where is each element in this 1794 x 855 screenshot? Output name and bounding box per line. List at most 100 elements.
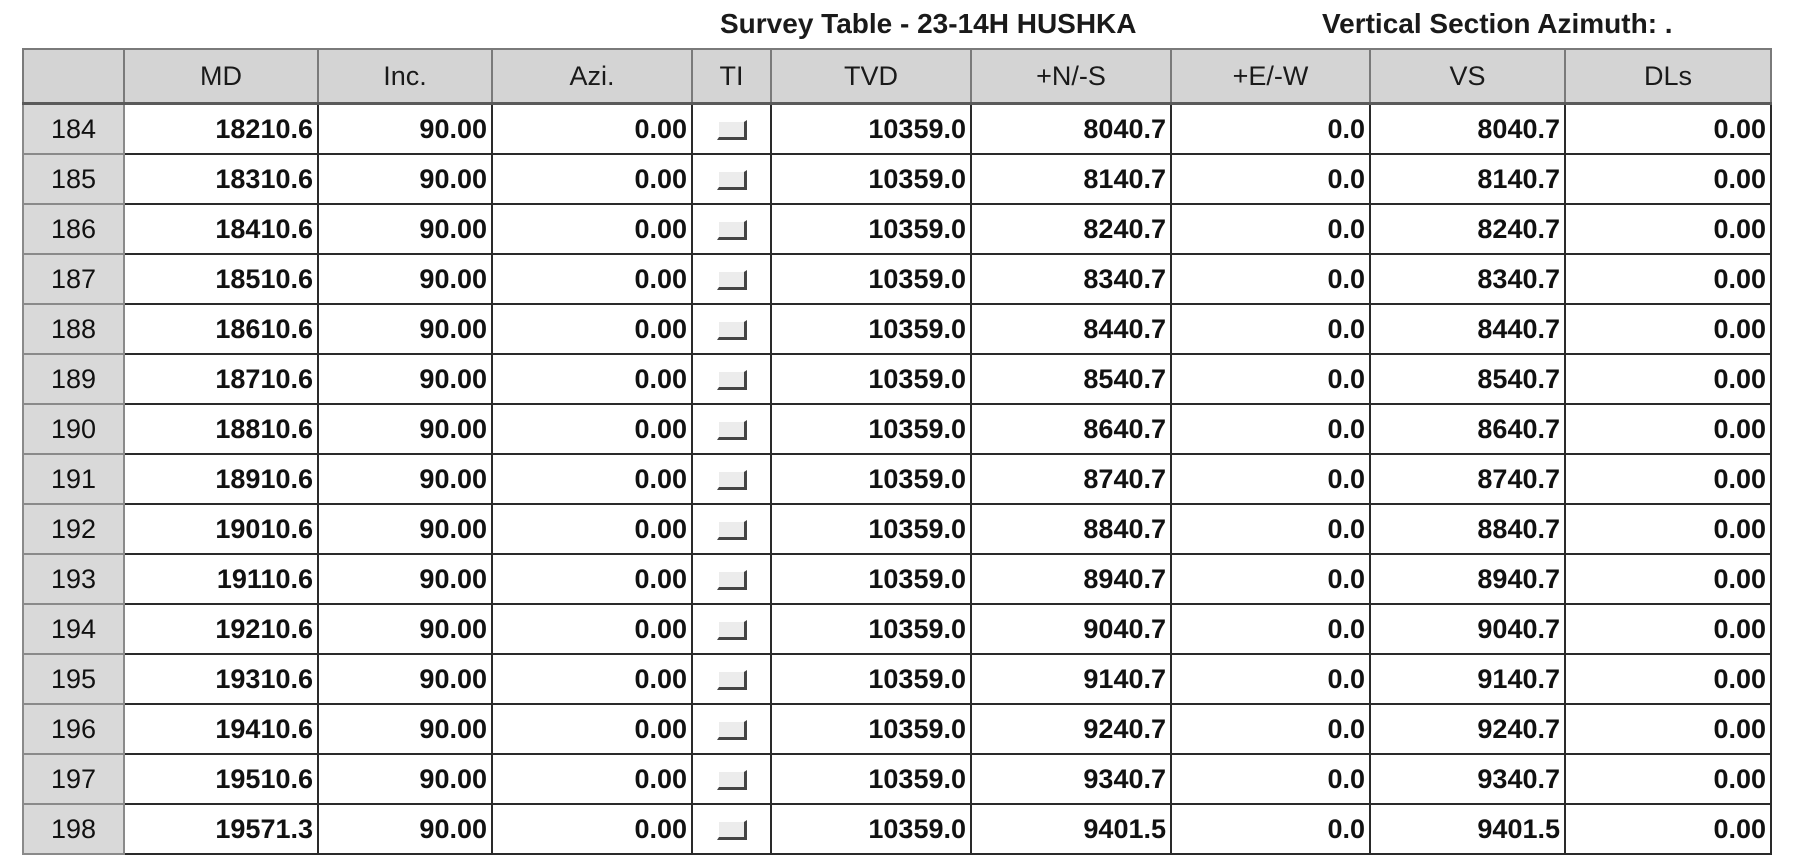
vs-cell[interactable]: 8840.7 — [1369, 503, 1566, 555]
ew-cell[interactable]: 0.0 — [1170, 553, 1371, 605]
ns-cell[interactable]: 9240.7 — [970, 703, 1172, 755]
azi-cell[interactable]: 0.00 — [491, 553, 693, 605]
ti-checkbox-icon[interactable] — [716, 620, 747, 641]
ns-cell[interactable]: 8040.7 — [970, 103, 1172, 155]
md-cell[interactable]: 18210.6 — [123, 103, 319, 155]
table-row[interactable]: 197 19510.6 90.00 0.00 10359.0 9340.7 0.0 9340.… — [22, 753, 1772, 805]
ew-cell[interactable]: 0.0 — [1170, 403, 1371, 455]
ew-cell[interactable]: 0.0 — [1170, 103, 1371, 155]
dls-cell[interactable]: 0.00 — [1564, 253, 1772, 305]
row-number-cell[interactable]: 194 — [22, 603, 125, 655]
ti-cell[interactable] — [691, 603, 772, 655]
column-header-md[interactable]: MD — [123, 48, 319, 105]
inc-cell[interactable]: 90.00 — [317, 603, 493, 655]
ti-checkbox-icon[interactable] — [716, 320, 747, 341]
inc-cell[interactable]: 90.00 — [317, 153, 493, 205]
table-row[interactable]: 193 19110.6 90.00 0.00 10359.0 8940.7 0.0 8940.… — [22, 553, 1772, 605]
vs-cell[interactable]: 8740.7 — [1369, 453, 1566, 505]
row-number-cell[interactable]: 190 — [22, 403, 125, 455]
inc-cell[interactable]: 90.00 — [317, 403, 493, 455]
ti-cell[interactable] — [691, 253, 772, 305]
ti-cell[interactable] — [691, 453, 772, 505]
ew-cell[interactable]: 0.0 — [1170, 503, 1371, 555]
ti-cell[interactable] — [691, 303, 772, 355]
row-number-cell[interactable]: 189 — [22, 353, 125, 405]
vs-cell[interactable]: 8040.7 — [1369, 103, 1566, 155]
column-header-inc[interactable]: Inc. — [317, 48, 493, 105]
md-cell[interactable]: 18510.6 — [123, 253, 319, 305]
row-number-cell[interactable]: 197 — [22, 753, 125, 805]
tvd-cell[interactable]: 10359.0 — [770, 403, 972, 455]
md-cell[interactable]: 19310.6 — [123, 653, 319, 705]
dls-cell[interactable]: 0.00 — [1564, 203, 1772, 255]
ew-cell[interactable]: 0.0 — [1170, 653, 1371, 705]
vs-cell[interactable]: 9340.7 — [1369, 753, 1566, 805]
dls-cell[interactable]: 0.00 — [1564, 403, 1772, 455]
dls-cell[interactable]: 0.00 — [1564, 703, 1772, 755]
ti-checkbox-icon[interactable] — [716, 170, 747, 191]
vs-cell[interactable]: 8440.7 — [1369, 303, 1566, 355]
ew-cell[interactable]: 0.0 — [1170, 603, 1371, 655]
table-row[interactable]: 187 18510.6 90.00 0.00 10359.0 8340.7 0.0 8340.… — [22, 253, 1772, 305]
table-row[interactable]: 190 18810.6 90.00 0.00 10359.0 8640.7 0.0 8640.… — [22, 403, 1772, 455]
column-header-dls[interactable]: DLs — [1564, 48, 1772, 105]
azi-cell[interactable]: 0.00 — [491, 703, 693, 755]
inc-cell[interactable]: 90.00 — [317, 203, 493, 255]
md-cell[interactable]: 19510.6 — [123, 753, 319, 805]
tvd-cell[interactable]: 10359.0 — [770, 553, 972, 605]
dls-cell[interactable]: 0.00 — [1564, 303, 1772, 355]
ti-checkbox-icon[interactable] — [716, 420, 747, 441]
dls-cell[interactable]: 0.00 — [1564, 353, 1772, 405]
ns-cell[interactable]: 9040.7 — [970, 603, 1172, 655]
ti-cell[interactable] — [691, 403, 772, 455]
inc-cell[interactable]: 90.00 — [317, 803, 493, 855]
vs-cell[interactable]: 9140.7 — [1369, 653, 1566, 705]
azi-cell[interactable]: 0.00 — [491, 253, 693, 305]
md-cell[interactable]: 18310.6 — [123, 153, 319, 205]
ti-checkbox-icon[interactable] — [716, 520, 747, 541]
tvd-cell[interactable]: 10359.0 — [770, 803, 972, 855]
azi-cell[interactable]: 0.00 — [491, 453, 693, 505]
azi-cell[interactable]: 0.00 — [491, 203, 693, 255]
inc-cell[interactable]: 90.00 — [317, 453, 493, 505]
inc-cell[interactable]: 90.00 — [317, 253, 493, 305]
ew-cell[interactable]: 0.0 — [1170, 353, 1371, 405]
dls-cell[interactable]: 0.00 — [1564, 803, 1772, 855]
ew-cell[interactable]: 0.0 — [1170, 803, 1371, 855]
azi-cell[interactable]: 0.00 — [491, 353, 693, 405]
row-number-cell[interactable]: 196 — [22, 703, 125, 755]
ns-cell[interactable]: 8340.7 — [970, 253, 1172, 305]
ti-cell[interactable] — [691, 103, 772, 155]
ti-checkbox-icon[interactable] — [716, 220, 747, 241]
tvd-cell[interactable]: 10359.0 — [770, 753, 972, 805]
column-header-ew[interactable]: +E/-W — [1170, 48, 1371, 105]
md-cell[interactable]: 18910.6 — [123, 453, 319, 505]
vs-cell[interactable]: 8540.7 — [1369, 353, 1566, 405]
md-cell[interactable]: 19110.6 — [123, 553, 319, 605]
azi-cell[interactable]: 0.00 — [491, 653, 693, 705]
table-row[interactable]: 186 18410.6 90.00 0.00 10359.0 8240.7 0.0 8240.… — [22, 203, 1772, 255]
dls-cell[interactable]: 0.00 — [1564, 453, 1772, 505]
ew-cell[interactable]: 0.0 — [1170, 153, 1371, 205]
tvd-cell[interactable]: 10359.0 — [770, 653, 972, 705]
vs-cell[interactable]: 8240.7 — [1369, 203, 1566, 255]
tvd-cell[interactable]: 10359.0 — [770, 203, 972, 255]
azi-cell[interactable]: 0.00 — [491, 103, 693, 155]
vs-cell[interactable]: 8140.7 — [1369, 153, 1566, 205]
md-cell[interactable]: 19571.3 — [123, 803, 319, 855]
dls-cell[interactable]: 0.00 — [1564, 753, 1772, 805]
dls-cell[interactable]: 0.00 — [1564, 603, 1772, 655]
row-number-cell[interactable]: 193 — [22, 553, 125, 605]
ew-cell[interactable]: 0.0 — [1170, 453, 1371, 505]
ew-cell[interactable]: 0.0 — [1170, 253, 1371, 305]
md-cell[interactable]: 18810.6 — [123, 403, 319, 455]
dls-cell[interactable]: 0.00 — [1564, 153, 1772, 205]
md-cell[interactable]: 18710.6 — [123, 353, 319, 405]
ti-checkbox-icon[interactable] — [716, 670, 747, 691]
table-row[interactable]: 184 18210.6 90.00 0.00 10359.0 8040.7 0.0 8040.… — [22, 102, 1772, 155]
table-row[interactable]: 192 19010.6 90.00 0.00 10359.0 8840.7 0.0 8840.… — [22, 503, 1772, 555]
table-row[interactable]: 196 19410.6 90.00 0.00 10359.0 9240.7 0.0 9240.… — [22, 703, 1772, 755]
inc-cell[interactable]: 90.00 — [317, 503, 493, 555]
ti-checkbox-icon[interactable] — [716, 570, 747, 591]
ew-cell[interactable]: 0.0 — [1170, 703, 1371, 755]
